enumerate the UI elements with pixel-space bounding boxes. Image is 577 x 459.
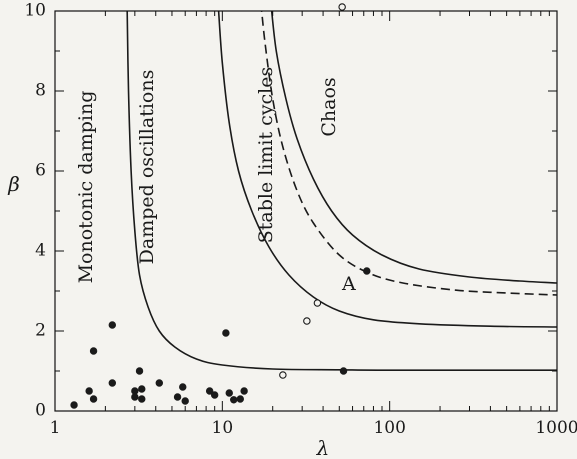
filled-point-4 (89, 395, 98, 403)
boundary-curve-3 (260, 11, 557, 296)
filled-point-10 (138, 385, 146, 393)
x-tick-label-3: 100 (373, 418, 405, 438)
region-label-2: Damped oscillations (136, 70, 158, 265)
filled-point-11 (138, 395, 146, 403)
filled-point-19 (225, 389, 233, 397)
region-labels: Monotonic damping Damped oscillations Stab… (75, 67, 340, 284)
region-label-3: Stable limit cycles (255, 67, 277, 244)
filled-point-21 (236, 395, 244, 403)
filled-point-12 (155, 379, 163, 387)
filled-point-2 (85, 387, 93, 395)
y-tick-label-4: 6 (35, 161, 46, 181)
boundary-curves (126, 11, 557, 372)
filled-point-6 (108, 379, 116, 387)
boundary-curve-4 (270, 11, 557, 284)
filled-point-1 (70, 401, 78, 409)
filled-point-5 (108, 321, 116, 329)
y-tick-label-3: 4 (35, 241, 46, 261)
open-point-2 (279, 371, 287, 379)
open-point-3 (303, 317, 311, 325)
x-axis-label: λ (316, 436, 330, 459)
filled-point-24 (363, 267, 371, 275)
x-tick-label-1: 1 (50, 418, 61, 438)
x-tick-label-4: 1000 (535, 418, 577, 438)
filled-point-23 (339, 367, 348, 375)
filled-point-20 (230, 396, 238, 404)
y-axis-label: β (7, 172, 20, 196)
y-tick-label-2: 2 (35, 321, 46, 341)
filled-point-17 (210, 391, 219, 399)
filled-point-18 (222, 329, 230, 337)
filled-point-15 (181, 397, 189, 405)
open-point-4 (313, 299, 322, 307)
axes: 1 10 100 1000 0 2 4 6 8 10 (24, 1, 577, 439)
boundary-curve-2 (217, 11, 557, 328)
region-label-4: Chaos (318, 77, 340, 136)
filled-point-9 (135, 367, 144, 375)
y-tick-label-1: 0 (35, 401, 46, 421)
filled-point-14 (179, 383, 187, 391)
x-tick-label-2: 10 (212, 418, 234, 438)
open-point-1 (338, 3, 346, 11)
filled-point-3 (89, 347, 98, 355)
filled-point-8 (131, 393, 139, 401)
y-tick-label-6: 10 (24, 1, 46, 21)
boundary-curve-1 (126, 11, 557, 372)
y-tick-label-5: 8 (35, 81, 46, 101)
filled-point-13 (173, 393, 182, 401)
annotation-a: A (341, 273, 356, 295)
region-label-1: Monotonic damping (75, 91, 97, 284)
filled-point-22 (240, 387, 248, 395)
annotations: A (341, 273, 356, 295)
filled-point-16 (205, 387, 214, 395)
data-points (70, 3, 371, 409)
